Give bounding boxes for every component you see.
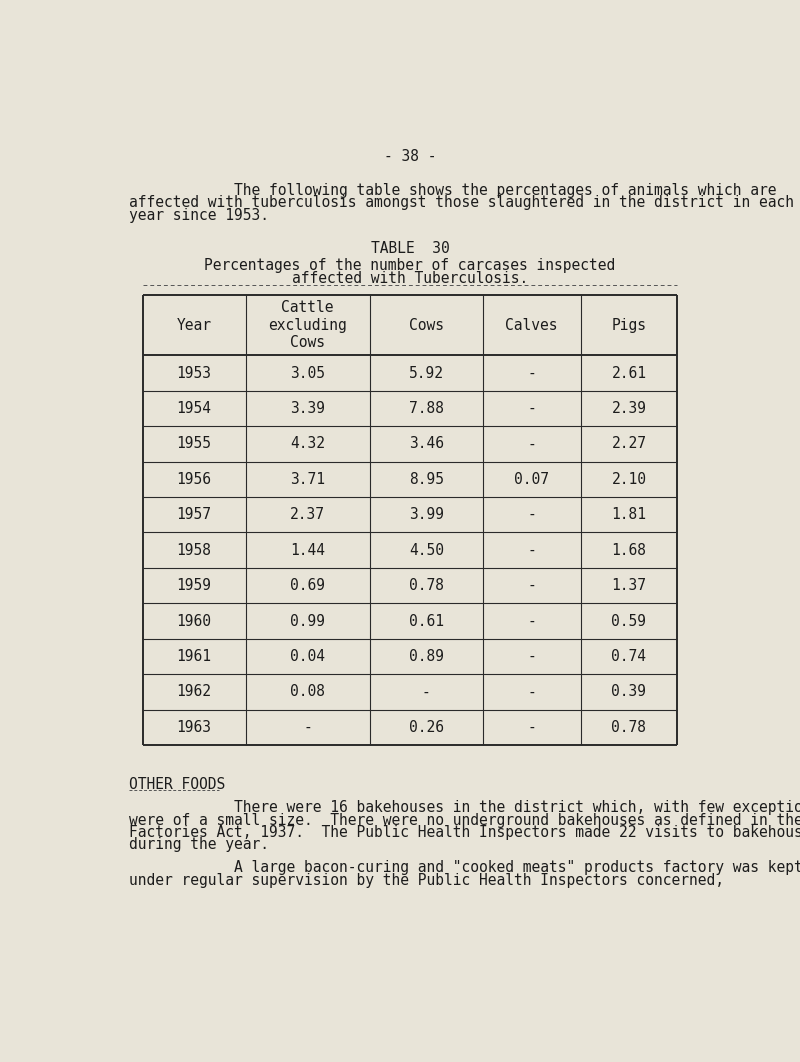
Text: 3.39: 3.39 bbox=[290, 401, 326, 416]
Text: 2.10: 2.10 bbox=[611, 472, 646, 486]
Text: 3.71: 3.71 bbox=[290, 472, 326, 486]
Text: There were 16 bakehouses in the district which, with few exceptions,: There were 16 bakehouses in the district… bbox=[130, 801, 800, 816]
Text: 4.32: 4.32 bbox=[290, 436, 326, 451]
Text: 1.37: 1.37 bbox=[611, 578, 646, 593]
Text: 1959: 1959 bbox=[177, 578, 212, 593]
Text: Percentages of the number of carcases inspected: Percentages of the number of carcases in… bbox=[204, 258, 616, 273]
Text: The following table shows the percentages of animals which are: The following table shows the percentage… bbox=[130, 183, 777, 198]
Text: 1962: 1962 bbox=[177, 684, 212, 700]
Text: -: - bbox=[527, 401, 536, 416]
Text: 0.26: 0.26 bbox=[409, 720, 444, 735]
Text: 0.59: 0.59 bbox=[611, 614, 646, 629]
Text: 1954: 1954 bbox=[177, 401, 212, 416]
Text: 1956: 1956 bbox=[177, 472, 212, 486]
Text: 3.46: 3.46 bbox=[409, 436, 444, 451]
Text: 1957: 1957 bbox=[177, 508, 212, 523]
Text: 0.69: 0.69 bbox=[290, 578, 326, 593]
Text: -: - bbox=[527, 365, 536, 380]
Text: 3.05: 3.05 bbox=[290, 365, 326, 380]
Text: -: - bbox=[527, 543, 536, 558]
Text: 1960: 1960 bbox=[177, 614, 212, 629]
Text: 1961: 1961 bbox=[177, 649, 212, 664]
Text: 0.08: 0.08 bbox=[290, 684, 326, 700]
Text: - 38 -: - 38 - bbox=[384, 149, 436, 164]
Text: 1.44: 1.44 bbox=[290, 543, 326, 558]
Text: under regular supervision by the Public Health Inspectors concerned,: under regular supervision by the Public … bbox=[130, 873, 725, 888]
Text: 0.99: 0.99 bbox=[290, 614, 326, 629]
Text: TABLE  30: TABLE 30 bbox=[370, 241, 450, 256]
Text: Cows: Cows bbox=[409, 318, 444, 332]
Text: 0.39: 0.39 bbox=[611, 684, 646, 700]
Text: 1.68: 1.68 bbox=[611, 543, 646, 558]
Text: 0.61: 0.61 bbox=[409, 614, 444, 629]
Text: 1955: 1955 bbox=[177, 436, 212, 451]
Text: affected with tuberculosis amongst those slaughtered in the district in each: affected with tuberculosis amongst those… bbox=[130, 195, 794, 210]
Text: year since 1953.: year since 1953. bbox=[130, 207, 270, 223]
Text: 0.89: 0.89 bbox=[409, 649, 444, 664]
Text: 0.07: 0.07 bbox=[514, 472, 549, 486]
Text: 1953: 1953 bbox=[177, 365, 212, 380]
Text: Cattle
excluding
Cows: Cattle excluding Cows bbox=[268, 301, 347, 350]
Text: 2.27: 2.27 bbox=[611, 436, 646, 451]
Text: 0.74: 0.74 bbox=[611, 649, 646, 664]
Text: -: - bbox=[527, 436, 536, 451]
Text: Year: Year bbox=[177, 318, 212, 332]
Text: 1958: 1958 bbox=[177, 543, 212, 558]
Text: during the year.: during the year. bbox=[130, 837, 270, 853]
Text: -: - bbox=[527, 720, 536, 735]
Text: 4.50: 4.50 bbox=[409, 543, 444, 558]
Text: affected with Tuberculosis.: affected with Tuberculosis. bbox=[292, 271, 528, 286]
Text: were of a small size.  There were no underground bakehouses as defined in the: were of a small size. There were no unde… bbox=[130, 812, 800, 827]
Text: OTHER FOODS: OTHER FOODS bbox=[130, 777, 226, 792]
Text: -: - bbox=[303, 720, 312, 735]
Text: -: - bbox=[527, 578, 536, 593]
Text: 2.39: 2.39 bbox=[611, 401, 646, 416]
Text: 1.81: 1.81 bbox=[611, 508, 646, 523]
Text: 7.88: 7.88 bbox=[409, 401, 444, 416]
Text: Factories Act, 1937.  The Public Health Inspectors made 22 visits to bakehouses: Factories Act, 1937. The Public Health I… bbox=[130, 825, 800, 840]
Text: 8.95: 8.95 bbox=[409, 472, 444, 486]
Text: 0.78: 0.78 bbox=[611, 720, 646, 735]
Text: Pigs: Pigs bbox=[611, 318, 646, 332]
Text: 2.61: 2.61 bbox=[611, 365, 646, 380]
Text: 2.37: 2.37 bbox=[290, 508, 326, 523]
Text: 5.92: 5.92 bbox=[409, 365, 444, 380]
Text: -: - bbox=[527, 614, 536, 629]
Text: -: - bbox=[527, 684, 536, 700]
Text: -: - bbox=[527, 508, 536, 523]
Text: -: - bbox=[527, 649, 536, 664]
Text: 0.78: 0.78 bbox=[409, 578, 444, 593]
Text: 0.04: 0.04 bbox=[290, 649, 326, 664]
Text: 1963: 1963 bbox=[177, 720, 212, 735]
Text: A large bacon-curing and "cooked meats" products factory was kept: A large bacon-curing and "cooked meats" … bbox=[130, 860, 800, 875]
Text: -: - bbox=[422, 684, 430, 700]
Text: 3.99: 3.99 bbox=[409, 508, 444, 523]
Text: Calves: Calves bbox=[506, 318, 558, 332]
